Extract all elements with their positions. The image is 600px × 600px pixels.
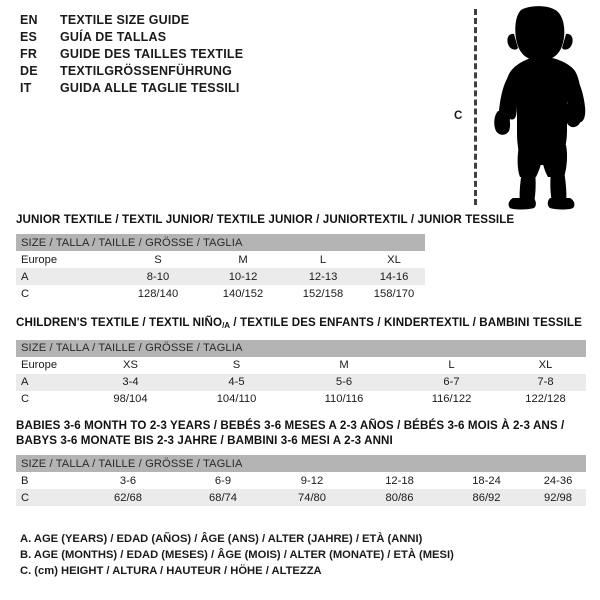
babies-table-title-line2: BABYS 3-6 MONATE BIS 2-3 JAHRE / BAMBINI… bbox=[16, 434, 393, 447]
table-band-row: SIZE / TALLA / TAILLE / GRÖSSE / TAGLIA bbox=[16, 455, 587, 472]
table-cell: 8-10 bbox=[113, 268, 203, 285]
row-label: B bbox=[21, 474, 29, 487]
language-title: TEXTILGRÖSSENFÜHRUNG bbox=[60, 64, 233, 78]
table-cell: 18-24 bbox=[472, 474, 501, 487]
table-cell: 128/140 bbox=[137, 287, 179, 300]
table-cell: XL bbox=[387, 253, 401, 266]
table-row: Europe XS S M L XL bbox=[16, 357, 586, 374]
children-textile-section: CHILDREN'S TEXTILE / TEXTIL NIÑO/A / TEX… bbox=[16, 315, 587, 408]
row-label: A bbox=[16, 268, 113, 285]
babies-band-label: SIZE / TALLA / TAILLE / GRÖSSE / TAGLIA bbox=[16, 455, 587, 472]
children-size-table: SIZE / TALLA / TAILLE / GRÖSSE / TAGLIA … bbox=[16, 339, 587, 408]
language-code: ES bbox=[20, 30, 38, 44]
table-cell: 3-4 bbox=[78, 373, 183, 391]
row-label: C bbox=[16, 489, 78, 506]
table-cell: 12-13 bbox=[283, 268, 363, 285]
row-label: Europe bbox=[21, 253, 58, 266]
table-cell: 5-6 bbox=[290, 373, 398, 391]
table-cell: 80/86 bbox=[356, 489, 443, 506]
table-cell: 110/116 bbox=[324, 393, 364, 406]
table-cell: S bbox=[232, 359, 241, 372]
table-row: B 3-6 6-9 9-12 12-18 18-24 24-36 bbox=[16, 472, 586, 489]
table-row: A 3-4 4-5 5-6 6-7 7-8 bbox=[16, 373, 587, 391]
language-title: TEXTILE SIZE GUIDE bbox=[60, 13, 190, 27]
table-cell: 6-7 bbox=[398, 373, 505, 391]
row-label: C bbox=[21, 287, 30, 300]
table-cell: 158/170 bbox=[373, 287, 415, 300]
table-cell: 140/152 bbox=[222, 287, 264, 300]
table-cell: 6-9 bbox=[214, 474, 232, 487]
table-row: Europe S M L XL bbox=[16, 251, 425, 268]
babies-textile-section: BABIES 3-6 MONTH TO 2-3 YEARS / BEBÉS 3-… bbox=[16, 418, 587, 506]
height-measurement-figure: C bbox=[440, 5, 600, 210]
table-cell: 3-6 bbox=[119, 474, 137, 487]
children-band-label: SIZE / TALLA / TAILLE / GRÖSSE / TAGLIA bbox=[16, 339, 587, 357]
table-cell: 9-12 bbox=[300, 474, 324, 487]
table-band-row: SIZE / TALLA / TAILLE / GRÖSSE / TAGLIA bbox=[16, 234, 426, 251]
table-cell: 116/122 bbox=[431, 393, 472, 406]
language-title: GUIDA ALLE TAGLIE TESSILI bbox=[60, 81, 240, 95]
junior-band-label: SIZE / TALLA / TAILLE / GRÖSSE / TAGLIA bbox=[16, 234, 426, 251]
row-label: A bbox=[16, 373, 78, 391]
table-row: C 128/140 140/152 152/158 158/170 bbox=[16, 285, 425, 302]
language-header-list: EN TEXTILE SIZE GUIDE ES GUÍA DE TALLAS … bbox=[20, 13, 420, 98]
language-row-en: EN TEXTILE SIZE GUIDE bbox=[20, 13, 420, 30]
toddler-silhouette-icon bbox=[494, 6, 586, 210]
row-label: C bbox=[21, 393, 30, 406]
table-cell: 12-18 bbox=[385, 474, 414, 487]
language-code: IT bbox=[20, 81, 32, 95]
children-table-title: CHILDREN'S TEXTILE / TEXTIL NIÑO/A / TEX… bbox=[16, 315, 586, 333]
language-row-es: ES GUÍA DE TALLAS bbox=[20, 30, 420, 47]
table-cell: 122/128 bbox=[525, 393, 566, 406]
junior-table-title: JUNIOR TEXTILE / TEXTIL JUNIOR/ TEXTILE … bbox=[16, 213, 515, 226]
legend-line-c: C. (cm) HEIGHT / ALTURA / HAUTEUR / HÖHE… bbox=[20, 565, 322, 577]
language-code: FR bbox=[20, 47, 38, 61]
babies-table-title-line1: BABIES 3-6 MONTH TO 2-3 YEARS / BEBÉS 3-… bbox=[16, 419, 565, 432]
table-cell: 62/68 bbox=[78, 489, 178, 506]
table-cell: L bbox=[319, 253, 327, 266]
language-row-fr: FR GUIDE DES TAILLES TEXTILE bbox=[20, 47, 420, 64]
table-cell: 68/74 bbox=[178, 489, 268, 506]
table-cell: 74/80 bbox=[268, 489, 356, 506]
table-cell: 92/98 bbox=[530, 489, 587, 506]
language-title: GUÍA DE TALLAS bbox=[60, 30, 167, 44]
language-code: DE bbox=[20, 64, 38, 78]
table-cell: S bbox=[154, 253, 162, 266]
junior-size-table: SIZE / TALLA / TAILLE / GRÖSSE / TAGLIA … bbox=[16, 234, 426, 302]
table-band-row: SIZE / TALLA / TAILLE / GRÖSSE / TAGLIA bbox=[16, 339, 587, 357]
table-row: C 62/68 68/74 74/80 80/86 86/92 92/98 bbox=[16, 489, 587, 506]
children-title-subscript: /A bbox=[222, 320, 231, 330]
table-cell: 104/110 bbox=[216, 393, 257, 406]
table-cell: 10-12 bbox=[203, 268, 283, 285]
height-marker-label: C bbox=[454, 110, 463, 122]
language-title: GUIDE DES TAILLES TEXTILE bbox=[60, 47, 244, 61]
table-cell: XS bbox=[123, 359, 138, 372]
table-row: A 8-10 10-12 12-13 14-16 bbox=[16, 268, 426, 285]
table-cell: 24-36 bbox=[543, 474, 573, 487]
table-cell: M bbox=[238, 253, 248, 266]
row-label: Europe bbox=[21, 359, 58, 372]
babies-size-table: SIZE / TALLA / TAILLE / GRÖSSE / TAGLIA … bbox=[16, 455, 587, 506]
language-row-it: IT GUIDA ALLE TAGLIE TESSILI bbox=[20, 81, 420, 98]
legend-line-a: A. AGE (YEARS) / EDAD (AÑOS) / ÂGE (ANS)… bbox=[20, 533, 423, 545]
table-cell: 7-8 bbox=[505, 373, 587, 391]
table-cell: L bbox=[448, 359, 455, 372]
height-dashed-line bbox=[474, 9, 477, 205]
measurement-legend: A. AGE (YEARS) / EDAD (AÑOS) / ÂGE (ANS)… bbox=[20, 531, 454, 579]
table-cell: XL bbox=[538, 359, 553, 372]
language-code: EN bbox=[20, 13, 38, 27]
table-row: C 98/104 104/110 110/116 116/122 122/128 bbox=[16, 391, 586, 408]
table-cell: 98/104 bbox=[113, 393, 148, 406]
table-cell: 14-16 bbox=[363, 268, 426, 285]
table-cell: 4-5 bbox=[183, 373, 290, 391]
table-cell: 86/92 bbox=[443, 489, 530, 506]
table-cell: 152/158 bbox=[302, 287, 344, 300]
children-title-pre: CHILDREN'S TEXTILE / TEXTIL NIÑO bbox=[16, 316, 223, 329]
table-cell: M bbox=[339, 359, 349, 372]
language-row-de: DE TEXTILGRÖSSENFÜHRUNG bbox=[20, 64, 420, 81]
legend-line-b: B. AGE (MONTHS) / EDAD (MESES) / ÂGE (MO… bbox=[20, 549, 454, 561]
children-title-post: / TEXTILE DES ENFANTS / KINDERTEXTIL / B… bbox=[230, 316, 582, 329]
junior-textile-section: JUNIOR TEXTILE / TEXTIL JUNIOR/ TEXTILE … bbox=[16, 212, 514, 302]
